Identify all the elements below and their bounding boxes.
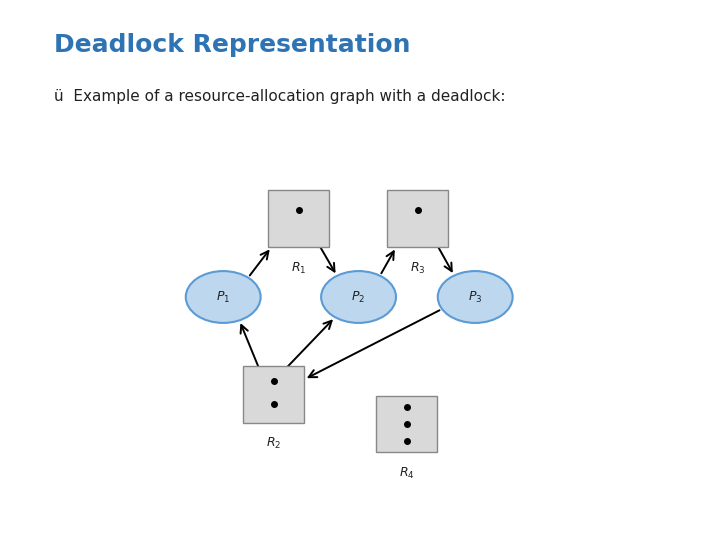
Ellipse shape xyxy=(321,271,396,323)
Ellipse shape xyxy=(186,271,261,323)
Text: $R_2$: $R_2$ xyxy=(266,436,282,451)
Text: 12 / 51: 12 / 51 xyxy=(4,66,41,76)
Text: Deadlock Representation: Deadlock Representation xyxy=(54,33,410,57)
Text: $R_4$: $R_4$ xyxy=(399,465,415,481)
Ellipse shape xyxy=(438,271,513,323)
FancyBboxPatch shape xyxy=(376,395,438,453)
FancyBboxPatch shape xyxy=(243,366,305,422)
Text: ü  Example of a resource-allocation graph with a deadlock:: ü Example of a resource-allocation graph… xyxy=(54,89,505,104)
FancyBboxPatch shape xyxy=(268,191,330,247)
Text: $R_1$: $R_1$ xyxy=(291,261,307,275)
Text: $P_3$: $P_3$ xyxy=(468,289,482,305)
Text: $R_3$: $R_3$ xyxy=(410,261,426,275)
FancyBboxPatch shape xyxy=(387,191,448,247)
Text: $P_1$: $P_1$ xyxy=(216,289,230,305)
Text: $P_2$: $P_2$ xyxy=(351,289,366,305)
